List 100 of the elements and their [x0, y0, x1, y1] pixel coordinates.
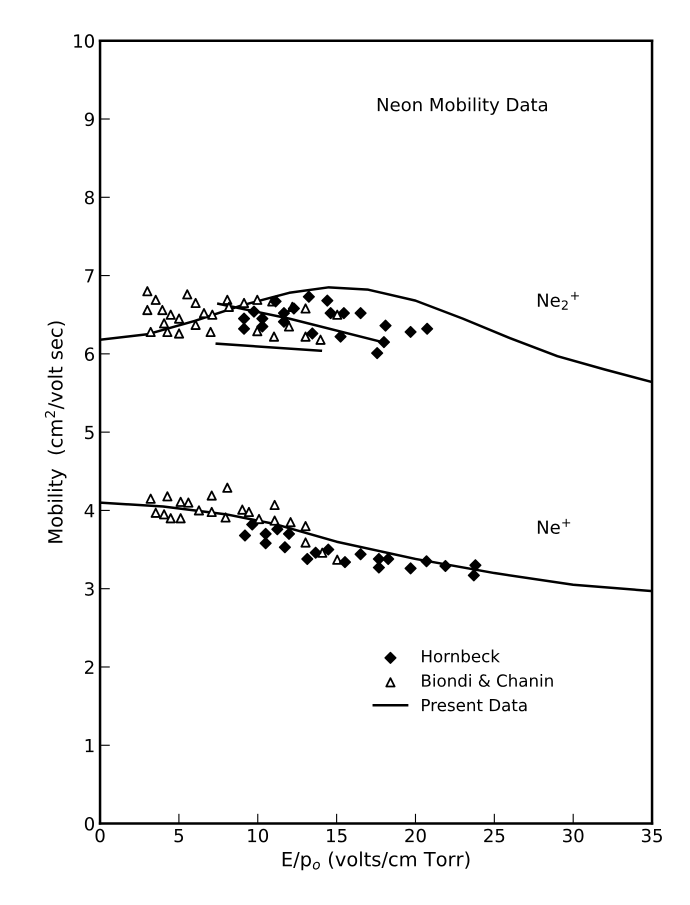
annotation: Ne$^{+}$ — [538, 518, 570, 534]
point — [268, 332, 280, 342]
point — [206, 490, 217, 501]
point — [238, 298, 250, 308]
point — [404, 562, 417, 574]
point — [301, 552, 314, 566]
point — [176, 513, 186, 524]
point — [354, 548, 367, 560]
x-tick-label: 25 — [484, 828, 504, 842]
y-tick-label: 4 — [84, 504, 94, 518]
point — [162, 491, 172, 502]
point — [159, 509, 170, 520]
point — [321, 294, 334, 307]
y-axis-title: Mobility (cm$^{2}$/volt sec) — [44, 321, 66, 543]
point — [238, 529, 252, 542]
point — [237, 504, 248, 515]
point — [159, 318, 170, 328]
y-tick-label: 0 — [84, 817, 94, 831]
x-tick-label: 30 — [563, 828, 584, 842]
point — [334, 330, 347, 343]
point — [284, 321, 294, 332]
point — [246, 518, 258, 531]
point — [322, 543, 334, 556]
y-tick-label: 1 — [86, 738, 94, 752]
y-tick-label: 5 — [85, 426, 94, 440]
point — [404, 326, 417, 338]
point — [150, 294, 161, 305]
point — [286, 517, 296, 528]
point — [206, 326, 216, 338]
y-tick-label: 8 — [84, 190, 94, 204]
x-axis-title: E/p$_{o}$ (volts/cm Torr) — [282, 851, 470, 870]
point — [142, 304, 152, 316]
point — [382, 552, 394, 566]
point — [379, 320, 392, 332]
point — [420, 555, 433, 568]
x-tick-label: 35 — [642, 828, 662, 842]
point — [300, 332, 311, 342]
point — [224, 302, 234, 312]
point — [270, 295, 282, 308]
point — [220, 512, 231, 523]
point — [198, 308, 210, 318]
point — [439, 560, 452, 572]
y-tick-label: 7 — [85, 269, 94, 282]
point — [332, 554, 342, 565]
point — [182, 289, 192, 300]
point — [157, 304, 168, 316]
x-tick-label: 10 — [248, 828, 268, 842]
point — [222, 482, 232, 493]
x-tick-label: 0 — [95, 828, 105, 842]
point — [244, 506, 254, 518]
y-tick-label: 10 — [74, 34, 94, 48]
point — [194, 505, 204, 516]
point — [271, 523, 284, 536]
point — [146, 494, 156, 504]
point — [302, 290, 315, 303]
point — [206, 506, 217, 518]
point — [421, 322, 434, 335]
point — [142, 286, 152, 296]
point — [468, 569, 480, 582]
point — [354, 307, 367, 320]
legend-label: Hornbeck — [422, 650, 500, 662]
point — [207, 310, 218, 320]
point — [324, 307, 337, 320]
point — [190, 298, 201, 308]
point — [150, 508, 161, 518]
y-tick-label: 3 — [85, 582, 94, 596]
point — [371, 347, 384, 360]
point — [306, 327, 318, 340]
point — [166, 310, 176, 320]
point — [278, 541, 291, 554]
point — [310, 546, 322, 559]
point — [146, 326, 156, 338]
legend-label: Present Data — [422, 698, 527, 712]
legend-label: Biondi & Chanin — [422, 674, 553, 687]
point — [338, 307, 350, 320]
point — [282, 528, 296, 540]
point — [300, 537, 311, 548]
point — [338, 556, 352, 568]
point — [252, 294, 262, 305]
point — [174, 328, 184, 339]
point — [252, 326, 262, 336]
point — [270, 500, 280, 510]
point — [300, 521, 311, 532]
point — [174, 314, 184, 324]
point — [315, 334, 326, 345]
y-tick-label: 6 — [84, 347, 94, 361]
annotation: Neon Mobility Data — [378, 97, 548, 115]
point — [248, 306, 260, 318]
point — [166, 513, 176, 524]
point — [176, 496, 186, 507]
annotation: Ne$_{2}$$^{+}$ — [538, 292, 579, 310]
point — [260, 528, 272, 540]
point — [378, 336, 390, 348]
point — [300, 303, 311, 314]
point — [288, 302, 300, 315]
y-tick-label: 2 — [85, 660, 94, 674]
point — [238, 312, 250, 325]
point — [469, 559, 482, 572]
point — [260, 537, 272, 550]
x-tick-label: 20 — [405, 828, 426, 842]
